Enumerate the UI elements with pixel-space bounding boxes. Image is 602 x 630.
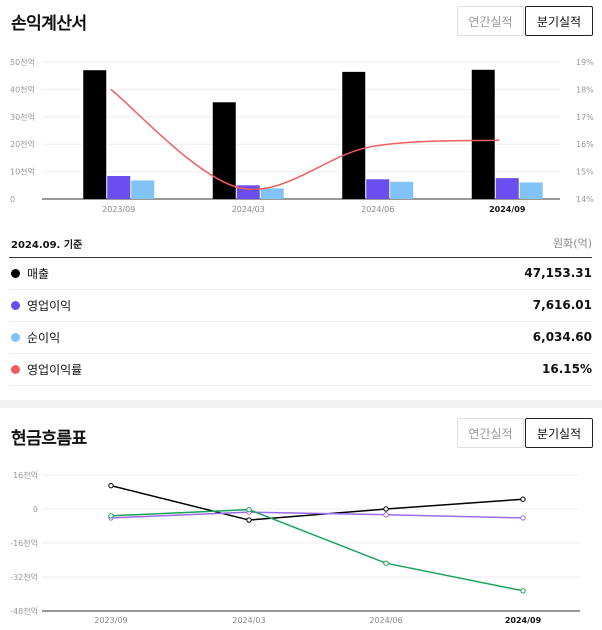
cf-annual-results-button[interactable]: 연간실적 (457, 418, 524, 448)
x-tick: 2024/06 (361, 205, 394, 214)
legend-dot (11, 364, 20, 374)
y-tick: -16천억 (10, 538, 38, 548)
x-tick: 2024/09 (505, 616, 542, 625)
row-divider (9, 289, 592, 290)
x-tick: 2023/09 (94, 616, 127, 625)
y-tick: -48천억 (10, 606, 38, 616)
x-tick: 2023/09 (102, 205, 135, 214)
bar-매출 (83, 70, 107, 199)
y-tick-left: 40천억 (10, 84, 35, 94)
x-tick: 2024/06 (369, 616, 402, 625)
row-divider (9, 353, 592, 354)
table-top-divider (9, 257, 592, 258)
y-tick-left: 0 (10, 195, 15, 204)
y-tick-right: 16% (576, 140, 594, 149)
y-tick-left: 50천억 (10, 57, 35, 67)
summary-row-value: 16.15% (542, 362, 592, 376)
summary-row: 매출 47,153.31 (9, 257, 592, 289)
series-point-green (108, 513, 114, 519)
cash-flow-title: 현금흐름표 (11, 429, 87, 449)
series-point-green (520, 588, 526, 594)
series-point-purple (520, 515, 526, 521)
row-divider (9, 385, 592, 386)
summary-row-label: 영업이익률 (27, 362, 83, 377)
series-point-black (383, 506, 389, 512)
income-chart: 0 10천억 20천억 30천억 40천억 50천억 14% 15% 16% 17% 18% 19% 2… (10, 57, 594, 214)
legend-dot (11, 332, 20, 342)
x-tick: 2024/03 (232, 616, 265, 625)
income-statement-title: 손익계산서 (11, 14, 87, 34)
quarterly-results-button[interactable]: 분기실적 (525, 6, 593, 36)
bar-순이익 (131, 180, 155, 199)
bar-순이익 (260, 188, 284, 199)
series-point-black (246, 517, 252, 523)
summary-row: 영업이익률 16.15% (9, 353, 592, 385)
series-point-purple (383, 512, 389, 518)
y-tick-right: 14% (576, 195, 594, 204)
summary-row-label: 순이익 (27, 330, 61, 345)
bar-영업이익 (107, 175, 131, 199)
summary-row: 영업이익 7,616.01 (9, 289, 592, 321)
section-divider (0, 400, 602, 408)
y-tick-right: 17% (576, 113, 594, 122)
y-tick-left: 10천억 (10, 167, 35, 177)
series-point-green (246, 506, 252, 513)
margin-line (110, 88, 500, 191)
basis-date: 2024.09. 기준 (11, 240, 83, 251)
y-tick: 0 (33, 505, 38, 514)
y-tick-left: 30천억 (10, 112, 35, 122)
income-statement-section: 손익계산서 연간실적 분기실적 0 10천억 20천억 30천억 40천억 50천억 14%… (9, 6, 594, 386)
series-point-black (520, 496, 526, 502)
y-tick: 16천억 (13, 470, 38, 480)
bar-매출 (342, 71, 366, 199)
x-tick: 2024/09 (489, 205, 526, 214)
summary-row-value: 7,616.01 (532, 298, 592, 312)
y-tick-left: 20천억 (10, 139, 35, 149)
bar-영업이익 (495, 178, 519, 199)
series-line-black (110, 484, 524, 521)
bar-매출 (471, 69, 495, 200)
bar-영업이익 (366, 179, 390, 199)
y-tick: -32천억 (10, 572, 38, 582)
cf-quarterly-results-button[interactable]: 분기실적 (525, 418, 593, 448)
annual-results-button[interactable]: 연간실적 (457, 6, 524, 36)
row-divider (9, 321, 592, 322)
series-line-green (110, 508, 524, 592)
summary-row-value: 47,153.31 (524, 266, 592, 280)
summary-row: 순이익 6,034.60 (9, 321, 592, 353)
summary-row-label: 매출 (27, 266, 50, 281)
bar-순이익 (390, 181, 414, 199)
legend-dot (11, 300, 20, 310)
series-line-purple (110, 511, 524, 519)
y-tick-right: 19% (576, 58, 594, 67)
cash-flow-chart: 16천억 0 -16천억 -32천억 -48천억 2023/09 2024/03 2024/0… (10, 470, 580, 625)
bar-매출 (212, 102, 236, 199)
bar-순이익 (519, 182, 543, 199)
legend-dot (11, 268, 20, 278)
series-point-green (383, 560, 389, 566)
series-point-black (108, 482, 114, 489)
x-tick: 2024/03 (232, 205, 265, 214)
summary-row-value: 6,034.60 (532, 330, 592, 344)
y-tick-right: 18% (576, 85, 594, 94)
cash-flow-section: 현금흐름표 연간실적 분기실적 16천억 0 -16천억 -32천억 -48천억 2023… (0, 408, 602, 630)
summary-row-label: 영업이익 (27, 298, 72, 313)
y-tick-right: 15% (576, 168, 594, 177)
currency-unit: 원화(억) (553, 237, 592, 250)
